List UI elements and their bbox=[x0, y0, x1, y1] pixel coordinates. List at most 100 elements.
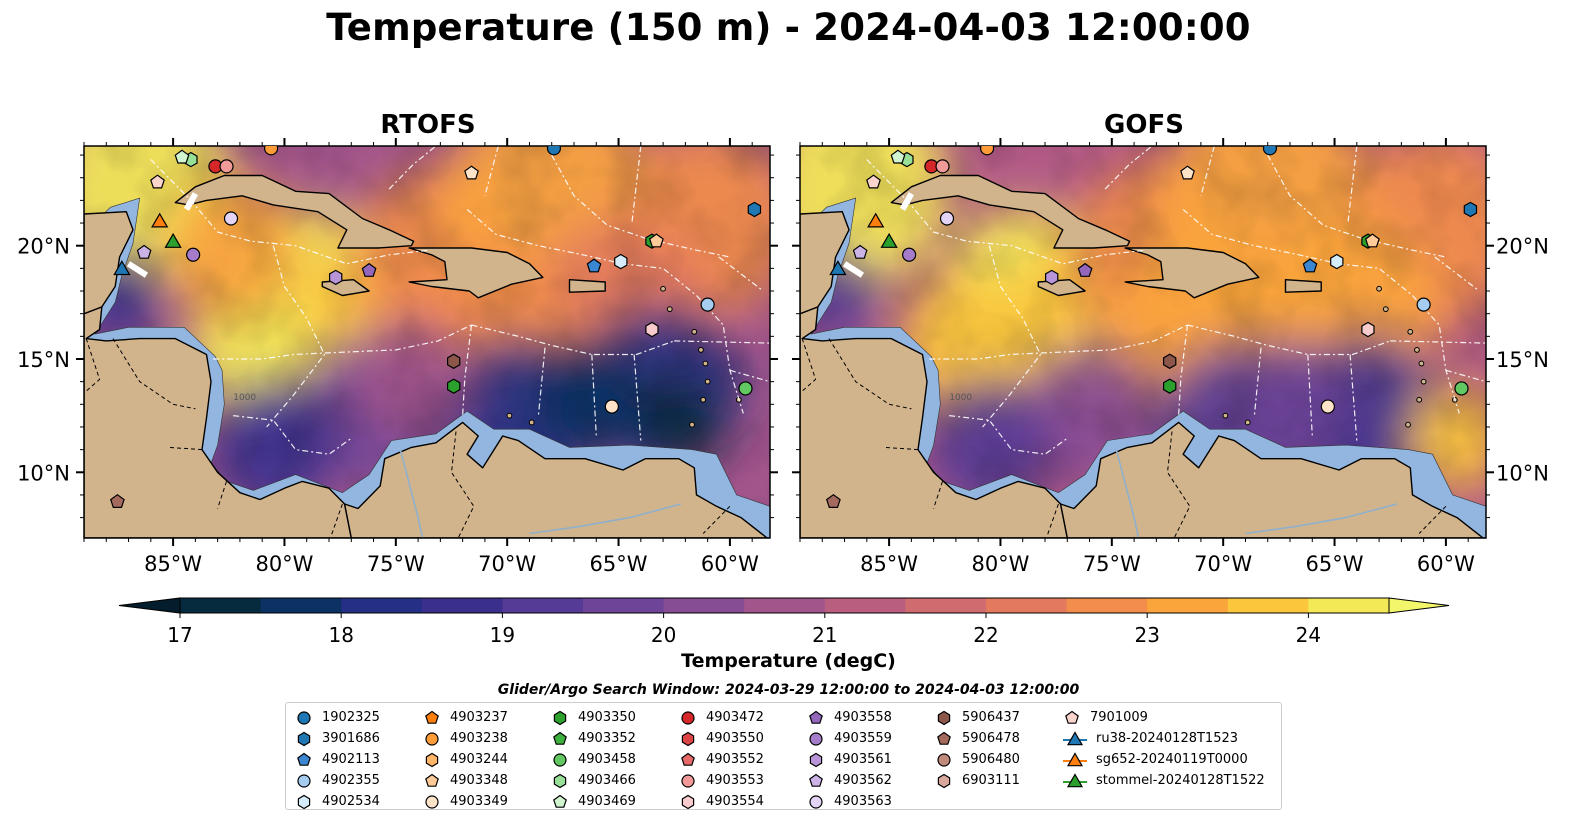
legend-column: 4903558 4903559 4903561 4903562 4903563 bbox=[806, 707, 892, 812]
search-window-text: Glider/Argo Search Window: 2024-03-29 12… bbox=[497, 682, 1080, 698]
colorbar-extend-high bbox=[1388, 597, 1450, 614]
legend-item: ru38-20240128T1523 bbox=[1062, 728, 1265, 749]
country-border bbox=[828, 338, 912, 410]
colorbar-tick-label: 23 bbox=[1134, 623, 1159, 647]
colorbar-segment bbox=[663, 598, 745, 613]
float-marker bbox=[151, 212, 169, 228]
legend-item: 7901009 bbox=[1062, 707, 1265, 728]
puerto-rico-land bbox=[568, 279, 606, 293]
map-panel-gofs: 1000 bbox=[800, 146, 1486, 538]
legend-marker bbox=[425, 710, 439, 724]
float-marker bbox=[136, 244, 152, 259]
eez-boundary bbox=[674, 340, 770, 344]
contour-label: 1000 bbox=[233, 393, 256, 403]
river bbox=[529, 503, 682, 535]
legend-marker-symbol bbox=[681, 773, 695, 788]
river bbox=[1115, 449, 1140, 538]
country-border bbox=[702, 505, 731, 534]
float-marker bbox=[829, 260, 847, 276]
legend-item: 5906478 bbox=[934, 728, 1020, 749]
island bbox=[1382, 306, 1389, 313]
legend-item: 4903558 bbox=[806, 707, 892, 728]
marker-group bbox=[109, 146, 762, 508]
legend-label: 4902113 bbox=[322, 752, 380, 767]
panel-title-gofs: GOFS bbox=[1104, 110, 1184, 140]
legend-marker-symbol bbox=[297, 773, 311, 788]
legend-marker-symbol bbox=[809, 752, 823, 767]
hispaniola-land bbox=[1124, 247, 1260, 299]
legend-label: 4903237 bbox=[450, 710, 508, 725]
island bbox=[1418, 360, 1425, 367]
float-marker bbox=[174, 149, 190, 164]
colorbar-segment bbox=[502, 598, 584, 613]
eez-boundary bbox=[1182, 208, 1460, 414]
colorbar-segment bbox=[1227, 598, 1309, 613]
island bbox=[704, 378, 711, 385]
eez-boundary bbox=[1349, 354, 1358, 441]
island bbox=[1244, 419, 1251, 426]
y-tick-label: 15°N bbox=[1496, 348, 1549, 372]
colorbar-segment bbox=[986, 598, 1068, 613]
legend-marker bbox=[553, 710, 567, 725]
eez-boundary bbox=[1187, 324, 1391, 356]
temperature-field: 1000 bbox=[800, 146, 1486, 538]
map-panel-rtofs: 1000 bbox=[84, 146, 770, 538]
colorbar-frame bbox=[179, 597, 1390, 614]
island bbox=[666, 306, 673, 313]
eez-boundary bbox=[929, 324, 1188, 360]
legend-marker-symbol bbox=[553, 752, 567, 767]
eez-boundary bbox=[1253, 347, 1262, 416]
float-markers bbox=[109, 146, 1478, 508]
x-tick-label: 65°W bbox=[590, 552, 648, 576]
country-border bbox=[1418, 505, 1447, 534]
legend-item: 4903469 bbox=[550, 791, 636, 812]
legend-marker-symbol bbox=[681, 731, 695, 746]
legend-label: 4903559 bbox=[834, 731, 892, 746]
legend-column: 7901009 ru38-20240128T1523 sg652-20240119T… bbox=[1062, 707, 1265, 791]
legend-item: 3901686 bbox=[294, 728, 380, 749]
legend-column: 4903350 4903352 4903458 4903466 4903469 bbox=[550, 707, 636, 812]
island bbox=[1416, 396, 1423, 403]
island bbox=[506, 412, 513, 419]
legend-label: 5906478 bbox=[962, 731, 1020, 746]
legend-label: 4903244 bbox=[450, 752, 508, 767]
eez-boundary bbox=[266, 245, 326, 428]
colorbar-segment bbox=[824, 598, 906, 613]
x-tick-label: 85°W bbox=[144, 552, 202, 576]
legend-item: 4903244 bbox=[422, 749, 508, 770]
legend-item: 4902113 bbox=[294, 749, 380, 770]
legend-marker bbox=[297, 710, 311, 725]
colorbar-segment bbox=[341, 598, 423, 613]
float-marker bbox=[648, 233, 664, 248]
legend-label: 4903458 bbox=[578, 752, 636, 767]
legend-item: 4902534 bbox=[294, 791, 380, 812]
float-marker bbox=[223, 211, 239, 226]
eez-boundary bbox=[1434, 256, 1480, 292]
float-marker bbox=[219, 159, 234, 174]
float-marker bbox=[1361, 321, 1375, 338]
island bbox=[1407, 328, 1414, 335]
legend-marker-symbol bbox=[553, 794, 567, 808]
colorbar-segment bbox=[1147, 598, 1229, 613]
florida-land bbox=[937, 146, 943, 147]
float-marker bbox=[586, 258, 602, 273]
legend-item: 4903472 bbox=[678, 707, 764, 728]
float-marker bbox=[1044, 269, 1059, 286]
legend-marker bbox=[809, 752, 823, 767]
float-marker bbox=[1162, 378, 1177, 394]
legend-label: 4903349 bbox=[450, 794, 508, 809]
eez-boundary bbox=[1178, 324, 1189, 416]
legend-label: 4902534 bbox=[322, 794, 380, 809]
float-marker bbox=[880, 232, 898, 248]
eez-boundary bbox=[537, 347, 546, 416]
country-border bbox=[112, 338, 196, 410]
float-marker bbox=[700, 297, 715, 312]
float-marker bbox=[1330, 253, 1344, 270]
float-marker bbox=[263, 146, 279, 156]
island bbox=[660, 285, 666, 292]
colorbar-segment bbox=[260, 598, 342, 613]
x-tick-label: 75°W bbox=[1083, 552, 1141, 576]
map-frame bbox=[799, 145, 1487, 539]
eez-boundary bbox=[866, 159, 1146, 265]
panel-title-rtofs: RTOFS bbox=[380, 110, 476, 140]
